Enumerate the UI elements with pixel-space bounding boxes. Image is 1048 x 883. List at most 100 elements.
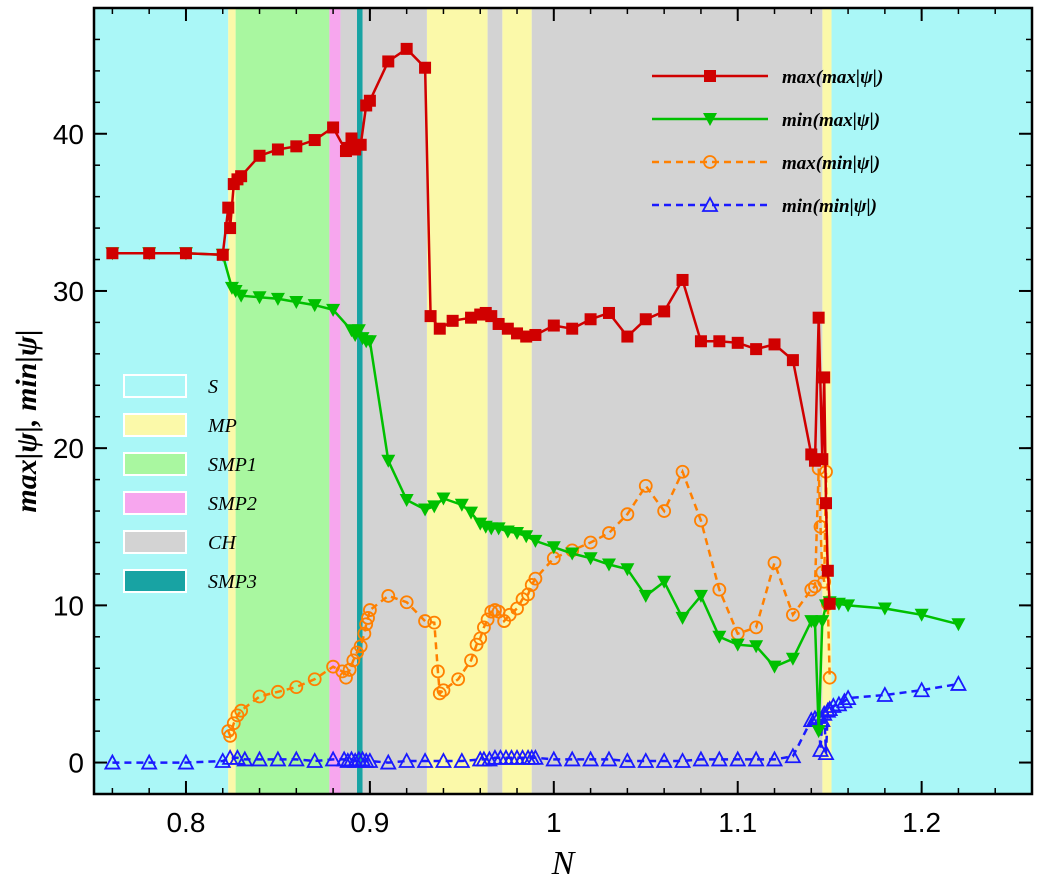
y-tick-label: 30 [53, 276, 84, 307]
x-axis-title: N [551, 845, 577, 882]
data-point [712, 582, 727, 597]
region-swatch [123, 452, 187, 476]
region-band-ch [340, 8, 427, 794]
region-label: CH [208, 532, 237, 554]
data-point [418, 614, 432, 628]
data-point [620, 563, 635, 577]
data-point [354, 750, 372, 767]
data-point [750, 343, 763, 356]
region-swatch [123, 374, 187, 398]
data-point [566, 322, 579, 335]
data-point [565, 547, 580, 561]
region-swatch [123, 569, 187, 593]
data-point [427, 500, 442, 514]
data-point [464, 506, 479, 520]
x-tick-label: 1.1 [718, 807, 757, 838]
data-point [520, 330, 533, 343]
data-point [638, 478, 653, 493]
region-band-ch [531, 8, 823, 794]
region-label: SMP3 [208, 571, 257, 593]
data-point [361, 611, 375, 625]
data-point [784, 747, 802, 764]
data-point [252, 689, 267, 704]
data-point [749, 620, 764, 635]
data-point [822, 670, 837, 685]
region-band-mp [502, 8, 532, 794]
data-point [584, 313, 597, 326]
data-point [381, 454, 396, 468]
data-point [802, 711, 820, 728]
data-point [399, 494, 414, 508]
axis-labels: N max|ψ|, min|ψ| [10, 329, 577, 882]
data-point [307, 299, 322, 313]
data-point [841, 599, 856, 613]
data-point [177, 753, 195, 770]
data-point [351, 324, 366, 338]
data-point [785, 652, 800, 666]
data-point [480, 750, 498, 767]
data-point [431, 664, 445, 679]
data-point [824, 697, 842, 713]
y-tick-label: 20 [53, 433, 84, 464]
data-point [226, 716, 241, 731]
data-point [729, 750, 747, 767]
data-point [815, 704, 833, 721]
data-point [620, 507, 635, 522]
data-point [433, 322, 446, 335]
data-point [547, 319, 560, 332]
data-point [362, 335, 377, 349]
data-point [224, 222, 237, 235]
data-point [767, 556, 782, 570]
data-point [382, 55, 395, 68]
data-point [222, 201, 235, 214]
data-point [528, 534, 543, 548]
legend-label: min(min|ψ|) [782, 196, 877, 217]
series-legend: max(max|ψ|) min(max|ψ|) max(min|ψ|) min(min… [652, 67, 883, 217]
data-point [140, 753, 158, 770]
axis-ticks: 0.8 0.9 1 1.1 1.2 0 10 20 30 40 [53, 7, 1033, 838]
x-tick-label: 1.2 [902, 807, 941, 838]
data-point [949, 675, 967, 691]
data-point [804, 582, 819, 597]
legend-label: min(max|ψ|) [782, 110, 880, 131]
data-point [342, 662, 357, 677]
data-point [731, 336, 744, 349]
legend-label: max(max|ψ|) [782, 67, 883, 88]
data-point [713, 335, 726, 348]
data-point [951, 618, 966, 632]
data-point [710, 750, 728, 767]
data-point [454, 498, 469, 512]
y-tick-label: 0 [68, 748, 84, 779]
data-point [436, 683, 451, 698]
y-tick-label: 40 [53, 119, 84, 150]
data-point [465, 311, 478, 324]
data-point [877, 602, 892, 616]
data-point [876, 686, 894, 702]
data-point [511, 327, 524, 340]
data-point [913, 681, 931, 698]
region-band-s [94, 8, 229, 794]
data-point [693, 589, 708, 603]
data-point [453, 752, 471, 768]
data-point [289, 680, 304, 695]
data-point [638, 589, 653, 603]
data-point [821, 564, 834, 577]
data-point [451, 672, 466, 687]
region-label: SMP1 [208, 454, 257, 476]
x-tick-label: 1 [546, 807, 562, 838]
data-point [289, 295, 304, 309]
data-point [103, 753, 121, 770]
region-bands [94, 8, 1032, 794]
data-point [658, 305, 671, 318]
series-3 [103, 675, 967, 770]
data-point [768, 338, 781, 351]
data-point [353, 639, 368, 654]
data-point [326, 303, 341, 317]
data-point [637, 752, 655, 768]
data-point [583, 552, 598, 566]
data-point [818, 371, 831, 384]
data-point [359, 617, 374, 632]
data-point [602, 526, 616, 540]
region-legend: S MP SMP1 SMP2 CH SMP3 [123, 374, 257, 593]
